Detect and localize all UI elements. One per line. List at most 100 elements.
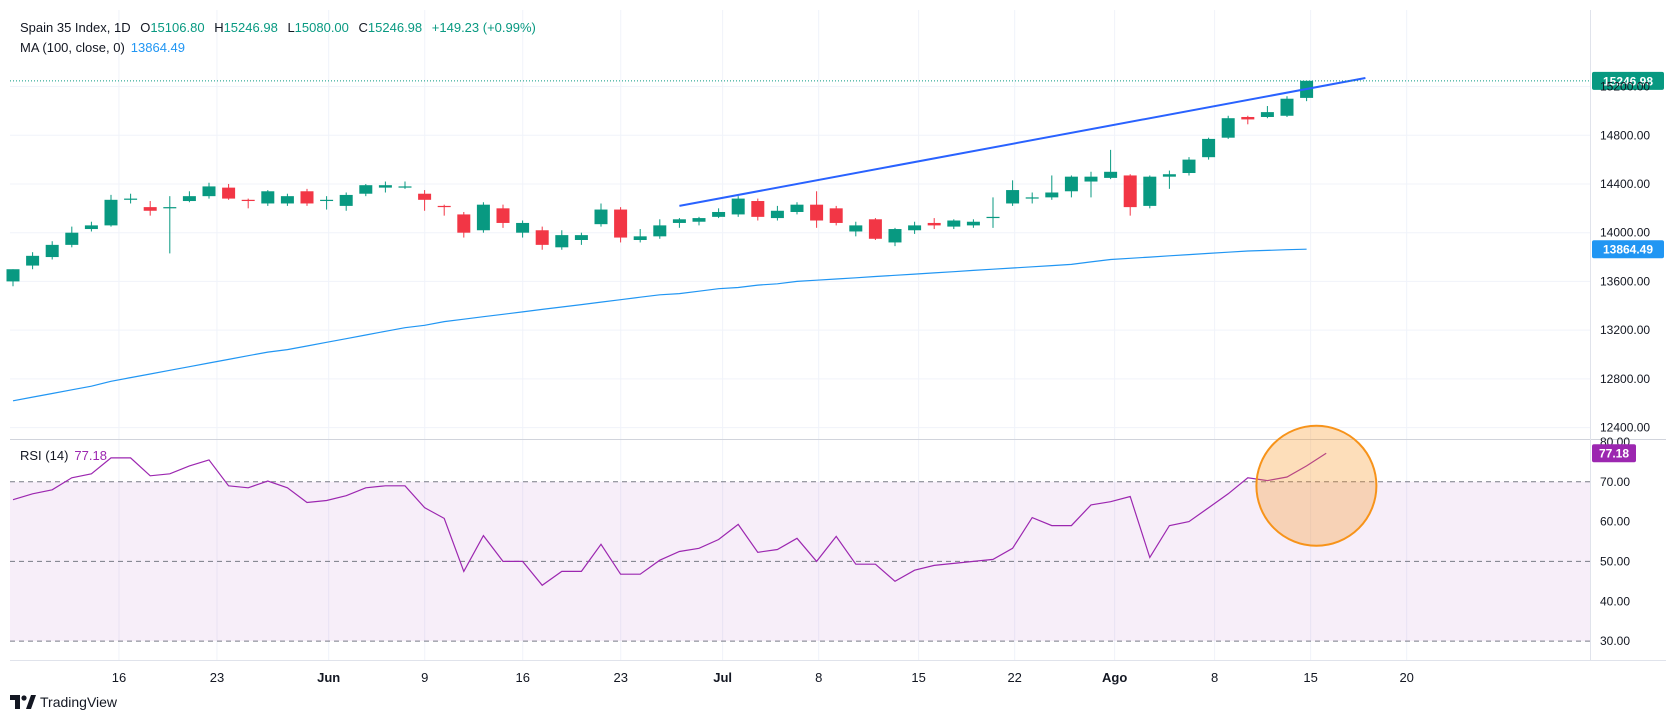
candle (359, 183, 373, 197)
candle-body (261, 191, 275, 204)
candle (437, 204, 451, 216)
rsi-last-value-badge (1592, 444, 1636, 463)
candle-body (437, 205, 451, 208)
rsi-tick-label: 70.00 (1600, 475, 1630, 489)
candle-body (1104, 171, 1118, 178)
main-legend: Spain 35 Index, 1D O15106.80 H 15246.98 L… (20, 20, 536, 35)
time-grid (118, 10, 1408, 660)
symbol-title[interactable]: Spain 35 Index, 1D (20, 20, 131, 35)
price-tick-label: 12800.00 (1600, 372, 1650, 386)
ma-line (12, 248, 1307, 402)
time-tick-label: 9 (421, 670, 428, 685)
price-axis[interactable]: 12400.00 12800.00 13200.00 13600.00 14000.00… (1600, 80, 1650, 435)
time-axis[interactable]: 16 23 Jun 9 16 23 Jul 8 15 22 Ago 8 15 20 (112, 670, 1414, 685)
price-tick-label: 14800.00 (1600, 128, 1650, 142)
candle (1143, 175, 1157, 209)
price-tick-label: 15200.00 (1600, 80, 1650, 94)
low-value: 15080.00 (294, 20, 349, 35)
ma-legend[interactable]: MA (100, close, 0) 13864.49 (20, 40, 185, 55)
candle-body (65, 232, 79, 245)
candle-body (633, 236, 647, 240)
candle (280, 193, 294, 206)
tradingview-brand[interactable]: TradingView (10, 694, 117, 710)
rsi-pane (10, 424, 1590, 642)
candle-body (182, 196, 196, 202)
candle-body (908, 225, 922, 231)
candle (712, 208, 726, 219)
rsi-tick-label: 30.00 (1600, 634, 1630, 648)
candle (26, 252, 40, 270)
candle (535, 226, 549, 250)
candle (1260, 106, 1274, 119)
candle-body (1280, 98, 1294, 116)
brand-name: TradingView (40, 694, 118, 710)
candle-body (653, 225, 667, 237)
candle (241, 198, 255, 209)
candle (182, 191, 196, 203)
candle-body (614, 209, 628, 238)
rsi-tick-label: 50.00 (1600, 554, 1630, 568)
candle-body (104, 199, 118, 226)
rsi-highlight-circle (1255, 424, 1378, 547)
candle-body (986, 216, 1000, 219)
candle (947, 219, 961, 230)
candle-body (280, 196, 294, 204)
low-key: L (287, 20, 295, 35)
candle (320, 196, 334, 210)
candle-body (516, 222, 530, 233)
time-tick-label: 15 (911, 670, 925, 685)
candle-body (1241, 116, 1255, 120)
candle (1182, 157, 1196, 176)
candle (672, 218, 686, 228)
high-key: H (214, 20, 224, 35)
candle (1104, 149, 1118, 180)
rsi-tick-label: 60.00 (1600, 515, 1630, 529)
candle-body (574, 235, 588, 240)
candle (1123, 174, 1137, 216)
candle-body (84, 225, 98, 230)
candle-body (1084, 176, 1098, 182)
open-value: 15106.80 (150, 20, 205, 35)
candle (261, 190, 275, 206)
time-tick-label: 16 (515, 670, 529, 685)
candle (1162, 170, 1176, 189)
candle (986, 197, 1000, 228)
candle-body (320, 199, 334, 202)
candle-body (829, 208, 843, 223)
price-tick-label: 14400.00 (1600, 177, 1650, 191)
candle-body (6, 269, 20, 282)
price-tick-label: 13600.00 (1600, 274, 1650, 288)
close-value: 15246.98 (367, 20, 423, 35)
rsi-legend[interactable]: RSI (14) 77.18 (20, 448, 107, 463)
last-price-label: 15246.98 (1603, 74, 1653, 88)
candle (633, 229, 647, 243)
candle-body (751, 201, 765, 217)
candle (1045, 175, 1059, 200)
candle-body (1025, 197, 1039, 199)
candle-body (418, 193, 432, 200)
candle-body (947, 220, 961, 227)
close-key: C (358, 20, 368, 35)
candle (418, 190, 432, 211)
candle (1025, 192, 1039, 204)
candle (927, 218, 941, 230)
open-key: O (140, 20, 151, 35)
candle-body (868, 219, 882, 239)
rsi-legend-label: RSI (14) (20, 448, 69, 463)
candle-body (1260, 112, 1274, 117)
candle-body (1202, 138, 1216, 158)
time-tick-label: 22 (1007, 670, 1021, 685)
price-tick-label: 13200.00 (1600, 323, 1650, 337)
price-pane-background (0, 0, 1590, 440)
time-tick-label: 16 (112, 670, 126, 685)
ma-value-badge (1592, 240, 1664, 259)
time-tick-label: 23 (210, 670, 224, 685)
candle (84, 221, 98, 232)
candle (1006, 180, 1020, 206)
candle-body (359, 185, 373, 194)
rsi-last-value-label: 77.18 (1599, 447, 1629, 461)
candle-body (692, 218, 706, 222)
candle-body (1143, 176, 1157, 206)
candle (908, 221, 922, 234)
